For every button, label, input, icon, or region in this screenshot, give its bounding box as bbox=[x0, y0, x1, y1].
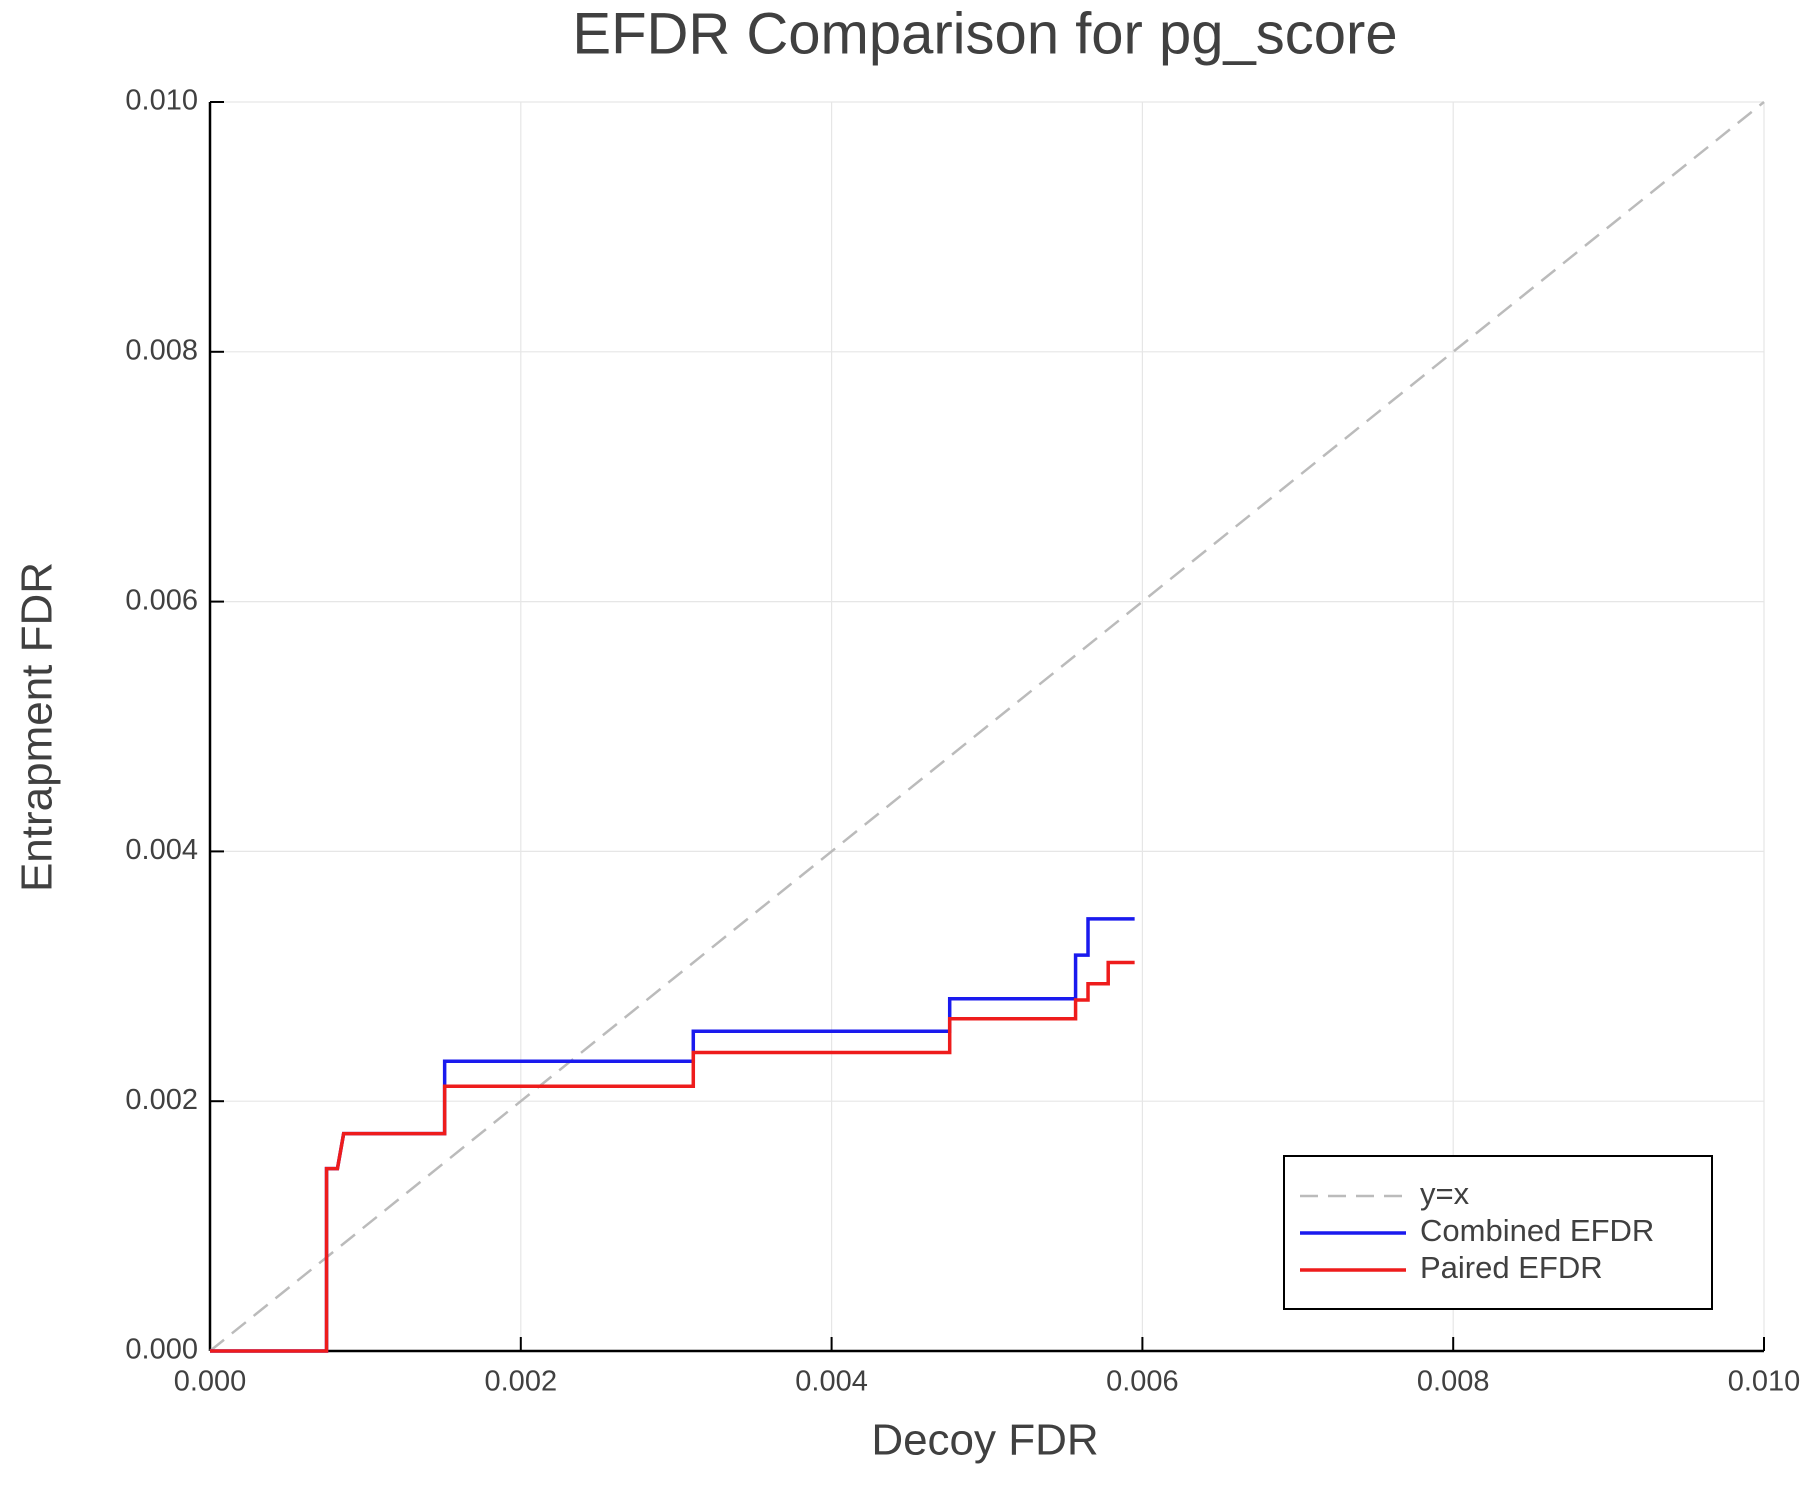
x-axis-label: Decoy FDR bbox=[871, 1416, 1098, 1465]
x-tick-label: 0.008 bbox=[1417, 1366, 1490, 1398]
x-tick-label: 0.004 bbox=[795, 1366, 868, 1398]
legend-label: Paired EFDR bbox=[1420, 1250, 1603, 1285]
x-tick-label: 0.002 bbox=[485, 1366, 558, 1398]
x-tick-label: 0.006 bbox=[1106, 1366, 1179, 1398]
chart-title: EFDR Comparison for pg_score bbox=[572, 1, 1397, 66]
series-line bbox=[209, 101, 1765, 1352]
y-tick-label: 0.000 bbox=[125, 1334, 198, 1366]
y-axis-label: Entrapment FDR bbox=[13, 562, 62, 892]
y-tick-label: 0.010 bbox=[125, 85, 198, 117]
series-line bbox=[210, 960, 1135, 1353]
y-tick-label: 0.002 bbox=[125, 1084, 198, 1116]
x-tick-label: 0.010 bbox=[1728, 1366, 1800, 1398]
legend-label: Combined EFDR bbox=[1420, 1213, 1654, 1248]
y-tick-label: 0.006 bbox=[125, 584, 198, 616]
x-tick-label: 0.000 bbox=[174, 1366, 247, 1398]
y-tick-label: 0.004 bbox=[125, 834, 198, 866]
y-tick-label: 0.008 bbox=[125, 334, 198, 366]
legend-label: y=x bbox=[1420, 1176, 1470, 1211]
